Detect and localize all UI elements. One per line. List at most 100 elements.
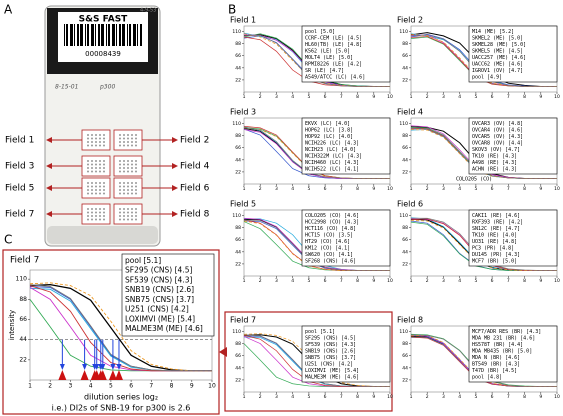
barcode-stripe [119, 24, 121, 46]
spot [127, 211, 129, 214]
field-title: Field 2 [397, 16, 423, 25]
y-tick-label: 88 [235, 225, 241, 231]
barcode-stripe [129, 24, 131, 46]
legend-entry: UO31 (RE) [4.8] [472, 239, 517, 245]
spot [87, 170, 89, 173]
x-tick-label: 3 [442, 394, 445, 400]
spot [91, 144, 93, 147]
x-tick-label: 8 [356, 94, 359, 100]
y-tick-label: 22 [19, 356, 27, 363]
x-tick-label: 4 [458, 186, 461, 192]
spot [91, 211, 93, 214]
x-tick-label: 1 [243, 94, 246, 100]
x-tick-label: 10 [554, 278, 560, 284]
x-tick-label: 1 [410, 186, 413, 192]
legend-entry: MCF7 (BR) [5.0] [472, 258, 517, 264]
spot [87, 211, 89, 214]
x-tick-label: 10 [554, 394, 560, 400]
legend-entry: SR (LE) [4.7] [305, 68, 344, 74]
spot [99, 141, 101, 143]
spot [127, 189, 129, 191]
legend-entry: HOP62 (LC) [3.8] [305, 127, 353, 133]
x-tick-label: 5 [474, 278, 477, 284]
legend-box [468, 25, 558, 83]
spot [131, 160, 133, 162]
legend-entry: KM12 (CO) [4.1] [305, 245, 350, 251]
legend-entry: NCIH522 (LC) [4.1] [305, 166, 359, 172]
spot [123, 137, 125, 140]
x-tick-label: 9 [372, 186, 375, 192]
spot [135, 144, 137, 147]
annotation: COLO205 (CO) [456, 177, 492, 183]
barcode-stripe [80, 24, 83, 46]
legend-entry: SNB19 (CNS) [2.6] [305, 348, 356, 354]
slide-end [47, 226, 158, 244]
legend-entry: K562 (LE) [5.0] [305, 48, 350, 54]
spot [87, 163, 89, 166]
field-label: Field 5 [5, 184, 34, 194]
x-tick-label: 10 [387, 94, 393, 100]
legend-entry: HOP92 (LC) [4.0] [305, 134, 353, 140]
spot [119, 170, 121, 173]
field-label: Field 3 [5, 162, 34, 172]
legend-entry: NCIH460 (LC) [4.3] [305, 160, 359, 166]
spot [91, 215, 93, 217]
spot [87, 160, 89, 162]
barcode-stripe [122, 24, 125, 46]
spot [131, 192, 133, 195]
x-tick-label: 4 [458, 394, 461, 400]
arrow-head [46, 137, 52, 143]
field-title: Field 8 [397, 316, 423, 325]
spot [103, 218, 105, 221]
y-tick-label: 22 [235, 377, 241, 383]
barcode-stripe [108, 24, 110, 46]
spot [119, 211, 121, 214]
spot [91, 182, 93, 184]
x-axis-label: dilution series log₂ [84, 393, 158, 402]
y-tick-label: 88 [402, 133, 408, 139]
x-tick-label: 10 [554, 94, 560, 100]
arrow-head [172, 211, 178, 217]
y-tick-label: 66 [402, 53, 408, 59]
spot-area [113, 203, 143, 225]
spot [135, 134, 137, 136]
y-tick-label: 66 [235, 53, 241, 59]
spot [91, 167, 93, 169]
x-tick-label: 6 [324, 186, 327, 192]
di-marker [58, 370, 67, 380]
legend-entry: A549/ATCC (LC) [4.6] [305, 74, 365, 80]
spot [135, 167, 137, 169]
legend-entry: DU145 (PR) [4.3] [472, 252, 520, 258]
spot [95, 211, 97, 214]
x-tick-label: 5 [474, 394, 477, 400]
legend-entry: SF539 (CNS) [4.3] [125, 275, 192, 284]
legend-entry: MDA N (BR) [4.6] [472, 355, 520, 361]
x-tick-label: 10 [208, 383, 216, 390]
x-tick-label: 9 [539, 394, 542, 400]
field-label: Field 8 [180, 210, 210, 220]
x-tick-label: 3 [69, 383, 73, 390]
barcode-stripe [70, 24, 73, 46]
x-tick-label: 5 [307, 94, 310, 100]
legend-entry: OVCAR3 (OV) [4.8] [472, 121, 523, 127]
y-tick-label: 110 [232, 29, 241, 35]
spot [95, 189, 97, 191]
spot-area [81, 155, 111, 177]
spot [99, 189, 101, 191]
spot [103, 192, 105, 195]
spot [135, 215, 137, 217]
spot-area [113, 177, 143, 199]
y-tick-label: 66 [402, 237, 408, 243]
y-tick-label: 66 [235, 353, 241, 359]
spot [135, 170, 137, 173]
spot [103, 189, 105, 191]
x-tick-label: 5 [109, 383, 113, 390]
barcode-stripe [85, 24, 86, 46]
spot [119, 218, 121, 221]
x-tick-label: 2 [426, 394, 429, 400]
spot [91, 170, 93, 173]
y-tick-label: 22 [402, 169, 408, 175]
x-tick-label: 10 [387, 186, 393, 192]
field-label: Field 1 [5, 136, 34, 146]
